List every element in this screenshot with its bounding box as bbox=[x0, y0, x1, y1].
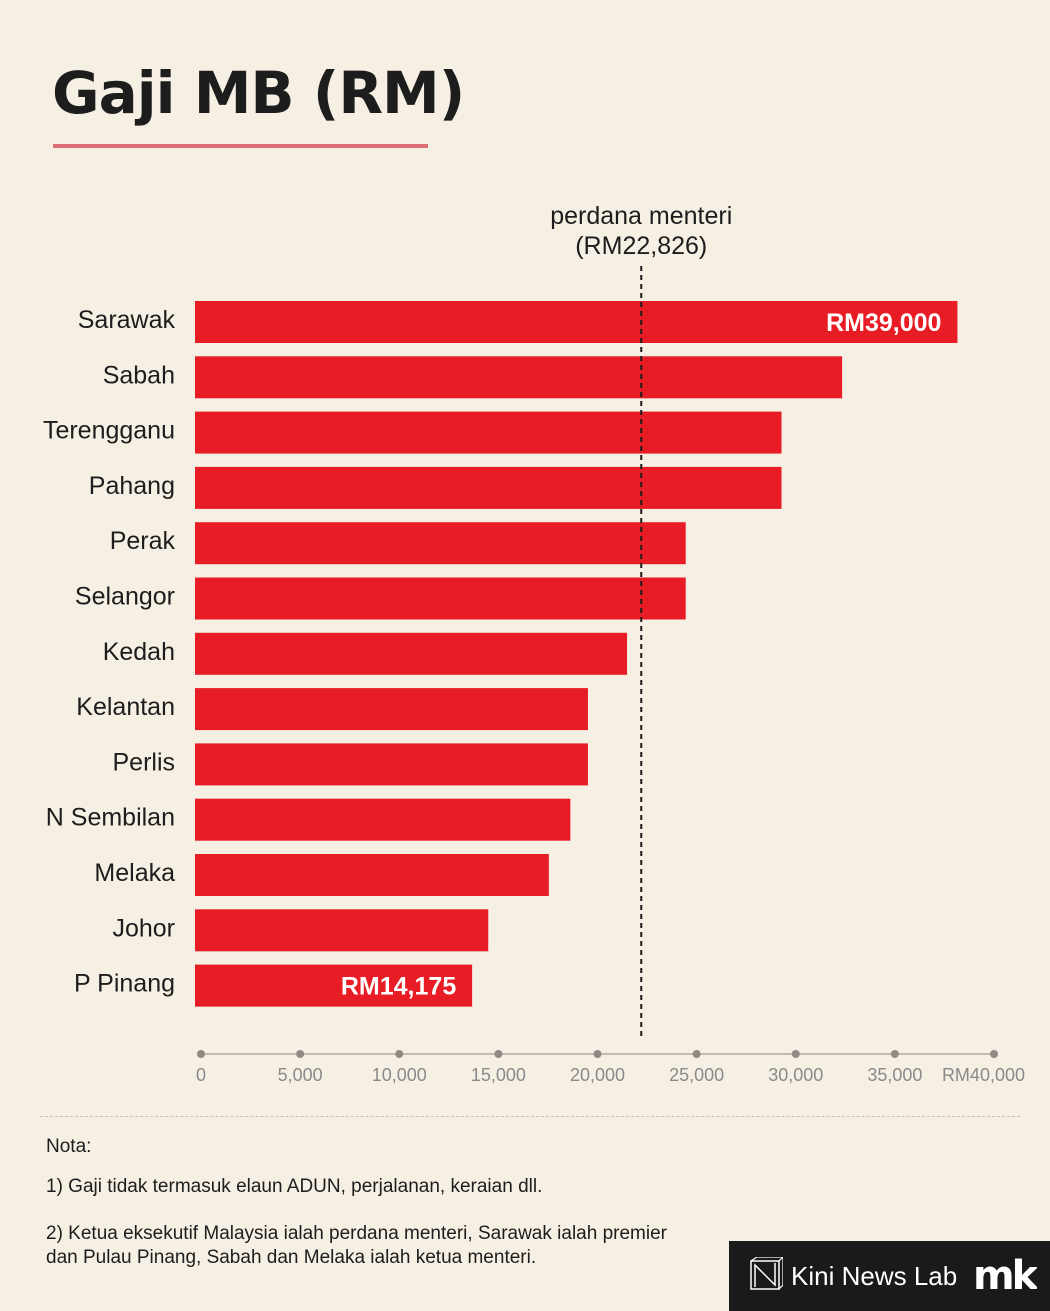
brand-footer: Kini News Lab mk bbox=[729, 1241, 1050, 1311]
category-label-terengganu: Terengganu bbox=[43, 417, 175, 445]
kini-news-lab-logo-icon bbox=[750, 1257, 783, 1290]
notes-title: Nota: bbox=[46, 1136, 92, 1157]
category-label-perlis: Perlis bbox=[112, 748, 175, 776]
x-tick-dot bbox=[692, 1050, 701, 1058]
reference-label-line2: (RM22,826) bbox=[575, 232, 707, 260]
bar-selangor bbox=[195, 577, 686, 620]
data-label-sarawak: RM39,000 bbox=[826, 309, 941, 337]
bar-kelantan bbox=[195, 688, 588, 731]
x-tick-label: 10,000 bbox=[372, 1065, 427, 1085]
bar-kedah bbox=[195, 632, 628, 675]
category-label-sarawak: Sarawak bbox=[78, 306, 176, 334]
x-tick-dot bbox=[593, 1050, 602, 1058]
x-tick-label: 30,000 bbox=[768, 1065, 823, 1085]
brand-logo-text: mk bbox=[973, 1253, 1037, 1297]
bar-sabah bbox=[195, 356, 843, 399]
x-tick-dot bbox=[197, 1050, 205, 1058]
bar-perlis bbox=[195, 743, 588, 786]
bar-perak bbox=[195, 522, 686, 565]
category-label-p-pinang: P Pinang bbox=[74, 970, 175, 998]
reference-layer: perdana menteri(RM22,826) bbox=[550, 202, 732, 1036]
category-label-kedah: Kedah bbox=[103, 638, 175, 666]
x-tick-dot bbox=[791, 1050, 800, 1058]
bar-n-sembilan bbox=[195, 798, 571, 841]
x-tick-label: 5,000 bbox=[278, 1065, 323, 1085]
x-tick-dot bbox=[395, 1050, 404, 1058]
data-label-p-pinang: RM14,175 bbox=[341, 973, 456, 1001]
bar-melaka bbox=[195, 854, 549, 896]
category-label-perak: Perak bbox=[110, 527, 176, 555]
x-tick-label: 20,000 bbox=[570, 1065, 625, 1085]
x-tick-label: 0 bbox=[196, 1065, 206, 1085]
reference-label-line1: perdana menteri bbox=[550, 202, 732, 230]
bar-pahang bbox=[195, 466, 782, 509]
category-label-kelantan: Kelantan bbox=[76, 693, 175, 721]
x-axis: 0 5,000 10,000 15,000 20,000 25,000 30,000 35,0… bbox=[196, 1050, 1025, 1085]
x-tick-dot bbox=[494, 1050, 503, 1058]
bars-layer: Sarawak Sabah Terengganu Pahang Perak Selango… bbox=[43, 301, 958, 1007]
x-tick-dot bbox=[890, 1050, 899, 1058]
malaysiakini-logo: mk bbox=[973, 1253, 1037, 1297]
x-tick-dot bbox=[296, 1050, 305, 1058]
category-label-selangor: Selangor bbox=[75, 583, 175, 611]
note-item-2: 2) Ketua eksekutif Malaysia ialah perdan… bbox=[46, 1223, 667, 1268]
title-underline bbox=[53, 144, 428, 148]
x-tick-label: 15,000 bbox=[471, 1065, 526, 1085]
category-label-melaka: Melaka bbox=[94, 859, 175, 887]
bar-johor bbox=[195, 909, 489, 952]
bar-terengganu bbox=[195, 411, 782, 454]
chart-title: Gaji MB (RM) bbox=[52, 59, 465, 127]
category-label-sabah: Sabah bbox=[103, 361, 175, 389]
category-label-pahang: Pahang bbox=[89, 472, 175, 500]
note-item-1: 1) Gaji tidak termasuk elaun ADUN, perja… bbox=[46, 1176, 543, 1197]
bar-p-pinang bbox=[195, 964, 473, 1007]
bar-sarawak bbox=[195, 301, 958, 343]
notes-divider bbox=[40, 1116, 1020, 1117]
x-tick-dot bbox=[990, 1050, 998, 1058]
category-label-n-sembilan: N Sembilan bbox=[46, 804, 175, 832]
x-tick-label: RM40,000 bbox=[942, 1065, 1025, 1085]
brand-name: Kini News Lab bbox=[791, 1261, 958, 1291]
category-label-johor: Johor bbox=[112, 914, 175, 942]
salary-bar-chart: Sarawak Sabah Terengganu Pahang Perak Selango… bbox=[43, 202, 1025, 1085]
x-tick-label: 25,000 bbox=[669, 1065, 724, 1085]
x-tick-label: 35,000 bbox=[867, 1065, 922, 1085]
